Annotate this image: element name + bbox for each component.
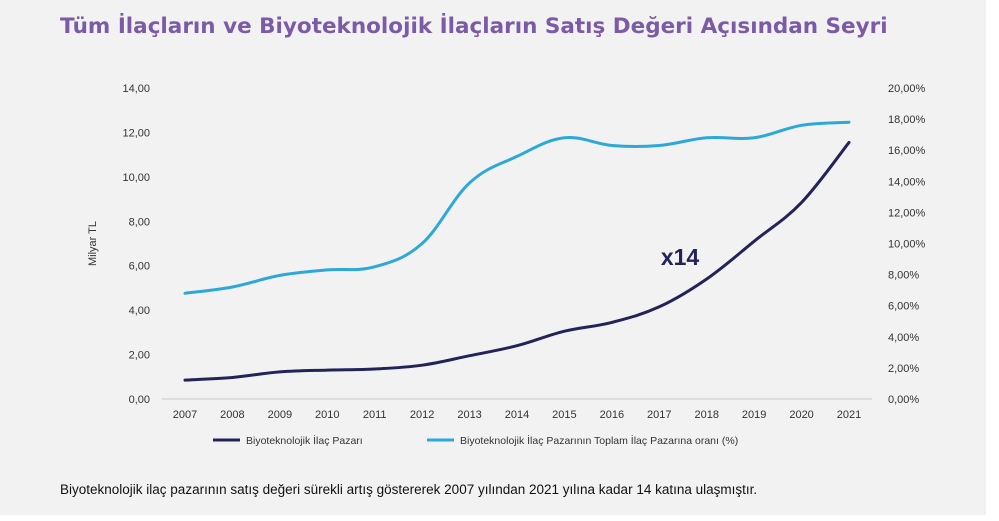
right-tick-label: 12,00% (888, 207, 926, 219)
series-lines (183, 120, 851, 382)
x-tick-label: 2011 (363, 409, 387, 421)
x-tick-label: 2010 (315, 409, 339, 421)
legend: Biyoteknolojik İlaç Pazarı Biyoteknolojik… (213, 434, 738, 447)
chart-title: Tüm İlaçların ve Biyoteknolojik İlaçları… (60, 14, 888, 39)
series-line-biotech-share (183, 120, 851, 295)
right-tick-label: 0,00% (888, 394, 919, 406)
legend-label: Biyoteknolojik İlaç Pazarı (246, 434, 363, 447)
right-tick-label: 10,00% (888, 239, 926, 251)
x-axis-ticks: 2007 2008 2009 2010 2011 2012 2013 2014 2015 2016… (173, 409, 861, 421)
series-line-biotech-market (183, 140, 851, 382)
x-tick-label: 2008 (220, 409, 244, 421)
x-tick-label: 2007 (173, 409, 197, 421)
line-chart: 0,00 2,00 4,00 6,00 8,00 10,00 12,00 14,00 Milya… (87, 83, 926, 447)
left-tick-label: 14,00 (122, 83, 150, 95)
x-tick-label: 2018 (694, 409, 718, 421)
caption: Biyoteknolojik ilaç pazarının satış değe… (60, 482, 758, 497)
growth-annotation: x14 (661, 244, 700, 270)
right-tick-label: 14,00% (888, 176, 926, 188)
x-tick-label: 2013 (457, 409, 481, 421)
x-tick-label: 2015 (552, 409, 576, 421)
x-tick-label: 2016 (600, 409, 624, 421)
x-tick-label: 2009 (268, 409, 292, 421)
left-tick-label: 6,00 (129, 261, 150, 273)
annotations: x14 (661, 244, 700, 270)
left-tick-label: 0,00 (129, 394, 150, 406)
left-tick-label: 8,00 (129, 216, 150, 228)
right-tick-label: 20,00% (888, 83, 926, 95)
x-tick-label: 2017 (647, 409, 671, 421)
right-tick-label: 6,00% (888, 301, 919, 313)
x-tick-label: 2012 (410, 409, 434, 421)
left-tick-label: 10,00 (122, 172, 150, 184)
left-tick-label: 12,00 (122, 127, 150, 139)
right-tick-label: 16,00% (888, 145, 926, 157)
x-tick-label: 2014 (505, 409, 529, 421)
x-tick-label: 2021 (837, 409, 861, 421)
legend-label: Biyoteknolojik İlaç Pazarının Toplam İla… (460, 434, 738, 447)
x-tick-label: 2019 (742, 409, 766, 421)
left-tick-label: 2,00 (129, 350, 150, 362)
right-tick-label: 2,00% (888, 363, 919, 375)
left-axis-ticks: 0,00 2,00 4,00 6,00 8,00 10,00 12,00 14,00 Milya… (87, 83, 150, 406)
right-tick-label: 4,00% (888, 332, 919, 344)
right-tick-label: 18,00% (888, 114, 926, 126)
left-tick-label: 4,00 (129, 305, 150, 317)
left-axis-title: Milyar TL (87, 221, 99, 266)
right-axis-ticks: 0,00% 2,00% 4,00% 6,00% 8,00% 10,00% 12,00% 14,… (888, 83, 926, 406)
x-tick-label: 2020 (789, 409, 813, 421)
slide: Tüm İlaçların ve Biyoteknolojik İlaçları… (0, 0, 986, 515)
right-tick-label: 8,00% (888, 270, 919, 282)
